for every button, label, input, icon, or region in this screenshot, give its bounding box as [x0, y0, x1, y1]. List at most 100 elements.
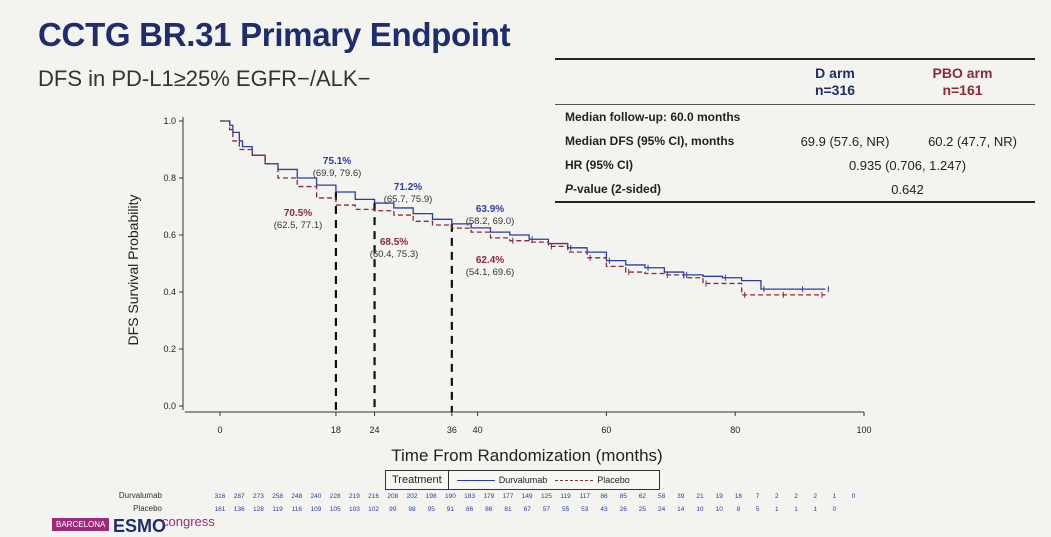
annotation-ci: (62.5, 77.1): [274, 220, 323, 231]
y-tick-label: 0.0: [163, 401, 176, 411]
risk-count: 116: [292, 506, 303, 513]
y-axis-label: DFS Survival Probability: [125, 195, 141, 346]
landmark-annotations: 75.1%(69.9, 79.6)70.5%(62.5, 77.1)71.2%(…: [274, 156, 515, 278]
followup-label: Median follow-up: 60.0 months: [565, 110, 741, 124]
risk-count: 177: [503, 493, 514, 500]
risk-count: 24: [658, 506, 666, 513]
risk-count: 128: [253, 506, 264, 513]
chart-axes: 0.0 0.2 0.4 0.6 0.8 1.0 0 18 24 36 40 60 80 100: [163, 116, 871, 435]
risk-count: 86: [600, 493, 608, 500]
risk-count: 273: [253, 493, 264, 500]
risk-count: 55: [562, 506, 570, 513]
risk-count: 58: [658, 493, 666, 500]
risk-count: 39: [677, 493, 685, 500]
annotation-rate: 62.4%: [476, 255, 504, 266]
risk-count: 102: [368, 506, 379, 513]
median-dfs-label: Median DFS (95% CI), months: [565, 134, 735, 148]
x-tick-label: 40: [473, 425, 483, 435]
risk-count: 21: [696, 493, 704, 500]
x-tick-label: 24: [370, 425, 380, 435]
annotation-rate: 70.5%: [284, 208, 312, 219]
series-placebo: [220, 120, 826, 296]
x-tick-label: 80: [730, 425, 740, 435]
risk-count: 198: [426, 493, 437, 500]
risk-count: 125: [541, 493, 552, 500]
risk-count: 10: [696, 506, 704, 513]
risk-count: 2: [813, 493, 817, 500]
y-tick-label: 0.6: [163, 230, 176, 240]
risk-count: 57: [543, 506, 551, 513]
risk-count: 119: [560, 493, 571, 500]
y-tick-label: 0.4: [163, 287, 176, 297]
arm2-label: PBO arm: [932, 65, 993, 81]
arm1-label: D arm: [815, 65, 855, 81]
legend-item-durvalumab: Durvalumab: [456, 475, 548, 485]
p-value: 0.642: [891, 181, 924, 197]
risk-count: 26: [620, 506, 628, 513]
legend-swatch-placebo: [555, 479, 594, 481]
annotation-rate: 71.2%: [394, 182, 422, 193]
risk-count: 5: [756, 506, 760, 513]
risk-count: 208: [387, 493, 398, 500]
risk-count: 240: [311, 493, 322, 500]
risk-count: 91: [447, 506, 455, 513]
annotation-rate: 63.9%: [476, 204, 504, 215]
x-tick-label: 100: [856, 425, 871, 435]
risk-count: 95: [428, 506, 436, 513]
x-axis-label: Time From Randomization (months): [391, 446, 662, 465]
risk-count: 216: [368, 493, 379, 500]
slide-title: CCTG BR.31 Primary Endpoint: [38, 16, 511, 53]
risk-count: 18: [735, 493, 743, 500]
p-label-rest: -value (2-sided): [573, 182, 662, 196]
risk-count: 7: [756, 493, 760, 500]
risk-count: 219: [349, 493, 360, 500]
risk-count: 117: [580, 493, 591, 500]
risk-row-label: Durvalumab: [119, 491, 163, 500]
annotation-ci: (58.2, 69.0): [466, 216, 515, 227]
risk-count: 10: [716, 506, 724, 513]
risk-count: 62: [639, 493, 647, 500]
risk-count: 53: [581, 506, 589, 513]
risk-count: 119: [272, 506, 283, 513]
risk-count: 2: [775, 493, 779, 500]
risk-count: 179: [483, 493, 494, 500]
risk-count: 287: [234, 493, 245, 500]
risk-count: 258: [272, 493, 283, 500]
x-tick-label: 36: [447, 425, 457, 435]
risk-count: 202: [407, 493, 418, 500]
annotation-ci: (60.4, 75.3): [370, 249, 419, 260]
risk-count: 105: [330, 506, 341, 513]
x-tick-label: 60: [601, 425, 611, 435]
p-label-italic: P: [565, 182, 574, 196]
risk-count: 85: [620, 493, 628, 500]
risk-count: 316: [215, 493, 226, 500]
risk-count: 99: [389, 506, 397, 513]
legend-label-durvalumab: Durvalumab: [498, 475, 548, 485]
branding-org: ESMO: [113, 516, 167, 536]
risk-count: 14: [677, 506, 685, 513]
risk-count: 228: [330, 493, 341, 500]
risk-count: 1: [833, 493, 837, 500]
annotation-ci: (65.7, 75.9): [384, 194, 433, 205]
risk-count: 67: [524, 506, 532, 513]
y-tick-label: 0.8: [163, 173, 176, 183]
risk-count: 183: [464, 493, 475, 500]
risk-row-label: Placebo: [133, 504, 162, 513]
risk-count: 103: [349, 506, 360, 513]
hr-value: 0.935 (0.706, 1.247): [848, 157, 967, 173]
risk-count: 149: [522, 493, 533, 500]
risk-count: 136: [234, 506, 245, 513]
risk-count: 1: [775, 506, 779, 513]
legend-label-placebo: Placebo: [597, 475, 630, 485]
branding-city: BARCELONA: [52, 518, 110, 531]
risk-count: 161: [215, 506, 226, 513]
arm1-n: n=316: [814, 82, 856, 98]
risk-count: 109: [311, 506, 322, 513]
landmark-lines: [334, 191, 453, 412]
risk-count: 248: [291, 493, 302, 500]
risk-count: 0: [852, 493, 856, 500]
annotation-ci: (69.9, 79.6): [313, 168, 362, 179]
x-tick-label: 18: [331, 425, 341, 435]
risk-count: 86: [466, 506, 474, 513]
